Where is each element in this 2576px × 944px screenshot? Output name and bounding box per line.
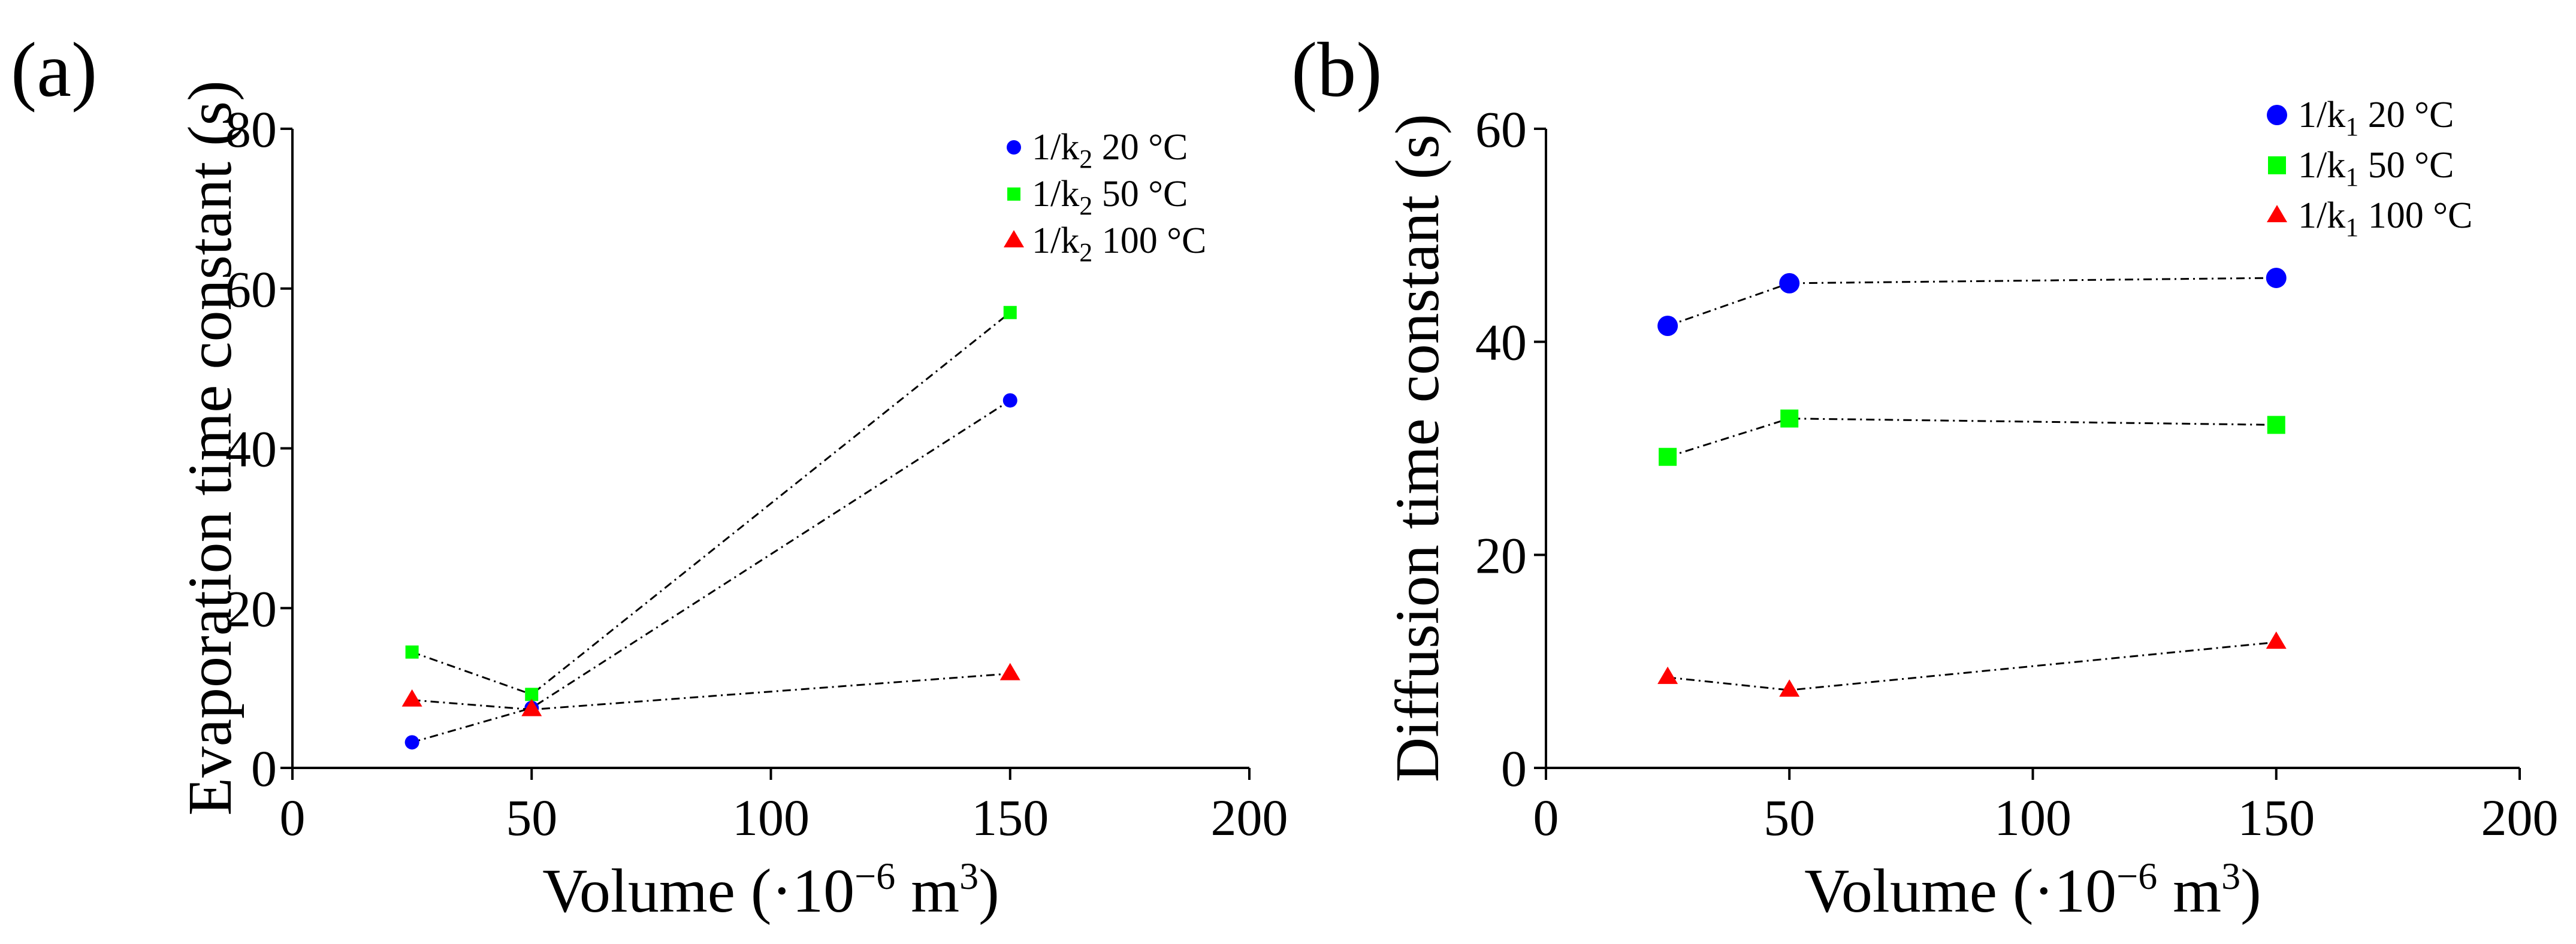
series-line-circle [412, 400, 1011, 743]
panel-a: (a) 0 20 40 60 80 0 50 100 150 200 Evaporation time… [11, 27, 1288, 925]
x-tick-label: 150 [971, 789, 1049, 846]
legend-marker-circle [1007, 140, 1021, 155]
x-tick-label: 200 [2481, 789, 2559, 846]
y-axis-title: Evaporation time constant (s) [176, 80, 244, 815]
series-line-triangle [412, 673, 1010, 711]
legend-marker-triangle [1004, 230, 1024, 247]
legend-subscript: 2 [1079, 144, 1092, 174]
data-point-triangle [999, 662, 1020, 680]
x-axis-title-unit: m [895, 857, 959, 925]
data-point-triangle [1779, 679, 1800, 697]
panel-label: (a) [11, 27, 97, 113]
y-tick-label: 0 [251, 740, 277, 797]
legend-entry: 1/k1 50 °C [2298, 145, 2454, 192]
series-line-square [412, 311, 1011, 695]
x-axis-title-close: ) [979, 857, 999, 925]
legend-name: 1/k [1032, 127, 1079, 168]
legend-entry: 1/k1 100 °C [2298, 195, 2472, 242]
x-axis-title-unit: m [2157, 857, 2221, 925]
y-tick-label: 40 [225, 420, 277, 478]
x-tick-label: 50 [1763, 789, 1815, 846]
y-tick-label: 60 [225, 261, 277, 318]
x-axis-title-exponent: −6 [2116, 855, 2157, 897]
legend-temperature: 20 °C [1092, 127, 1188, 168]
legend-name: 1/k [2298, 145, 2345, 186]
x-axis-title-close: ) [2240, 857, 2261, 925]
data-point-square [2267, 416, 2285, 434]
legend-temperature: 50 °C [2358, 145, 2454, 186]
y-tick-label: 20 [225, 580, 277, 637]
y-axis-title: Diffusion time constant (s) [1383, 114, 1452, 782]
data-point-square [1780, 409, 1799, 428]
legend-entry: 1/k1 20 °C [2298, 95, 2454, 141]
x-tick-label: 150 [2237, 789, 2315, 846]
x-axis-title: Volume (·10−6 m3) [1804, 855, 2261, 925]
legend-subscript: 2 [1079, 238, 1092, 267]
legend-name: 1/k [2298, 195, 2345, 236]
series-line-square [1667, 417, 2276, 458]
data-point-circle [404, 735, 419, 750]
x-tick-label: 0 [1533, 789, 1559, 846]
y-tick-label: 20 [1475, 527, 1527, 584]
legend-marker-circle [2267, 105, 2287, 125]
legend-temperature: 100 °C [1092, 220, 1206, 261]
x-tick-label: 100 [732, 789, 810, 846]
legend-entry: 1/k2 20 °C [1032, 127, 1188, 174]
data-point-square [1659, 447, 1677, 466]
legend-subscript: 1 [2345, 162, 2358, 192]
legend-subscript: 1 [2345, 112, 2358, 141]
legend-temperature: 50 °C [1092, 174, 1188, 214]
series-line-circle [1667, 277, 2276, 327]
data-point-square [1003, 305, 1017, 319]
legend-subscript: 1 [2345, 213, 2358, 242]
x-axis-title-text: Volume (·10 [1804, 857, 2116, 925]
x-tick-label: 50 [506, 789, 557, 846]
legend-name: 1/k [1032, 174, 1079, 214]
data-point-triangle [1657, 666, 1678, 684]
x-axis-title: Volume (·10−6 m3) [542, 855, 999, 925]
x-axis-title-unit-exponent: 3 [959, 855, 979, 897]
legend-temperature: 100 °C [2358, 195, 2472, 236]
series-line-triangle [1667, 641, 2276, 691]
data-point-circle [2266, 267, 2287, 288]
y-tick-label: 40 [1475, 314, 1527, 371]
legend-entry: 1/k2 50 °C [1032, 174, 1188, 220]
y-tick-label: 80 [225, 101, 277, 158]
data-point-square [525, 688, 539, 701]
legend-subscript: 2 [1079, 191, 1092, 220]
data-point-circle [1002, 393, 1017, 408]
x-axis-title-unit-exponent: 3 [2221, 855, 2240, 897]
legend-marker-triangle [2267, 205, 2287, 222]
x-tick-label: 100 [1994, 789, 2071, 846]
legend-name: 1/k [2298, 95, 2345, 135]
x-axis-title-text: Volume (·10 [542, 857, 854, 925]
x-axis-title-exponent: −6 [854, 855, 895, 897]
legend-name: 1/k [1032, 220, 1079, 261]
data-point-circle [1779, 273, 1800, 294]
x-tick-label: 200 [1211, 789, 1288, 846]
data-point-triangle [401, 689, 422, 707]
panel-label: (b) [1291, 27, 1382, 113]
legend-marker-square [1007, 187, 1020, 201]
y-tick-label: 60 [1475, 101, 1527, 158]
y-tick-label: 0 [1501, 740, 1527, 797]
legend-entry: 1/k2 100 °C [1032, 220, 1206, 267]
legend-temperature: 20 °C [2358, 95, 2454, 135]
panel-b: (b) 0 20 40 60 0 50 100 150 200 Diffusion time con… [1291, 27, 2559, 925]
data-point-square [405, 645, 419, 659]
data-point-triangle [2266, 631, 2287, 649]
data-point-circle [1657, 315, 1678, 336]
data-point-triangle [521, 698, 542, 716]
legend-marker-square [2268, 156, 2286, 174]
x-tick-label: 0 [280, 789, 306, 846]
